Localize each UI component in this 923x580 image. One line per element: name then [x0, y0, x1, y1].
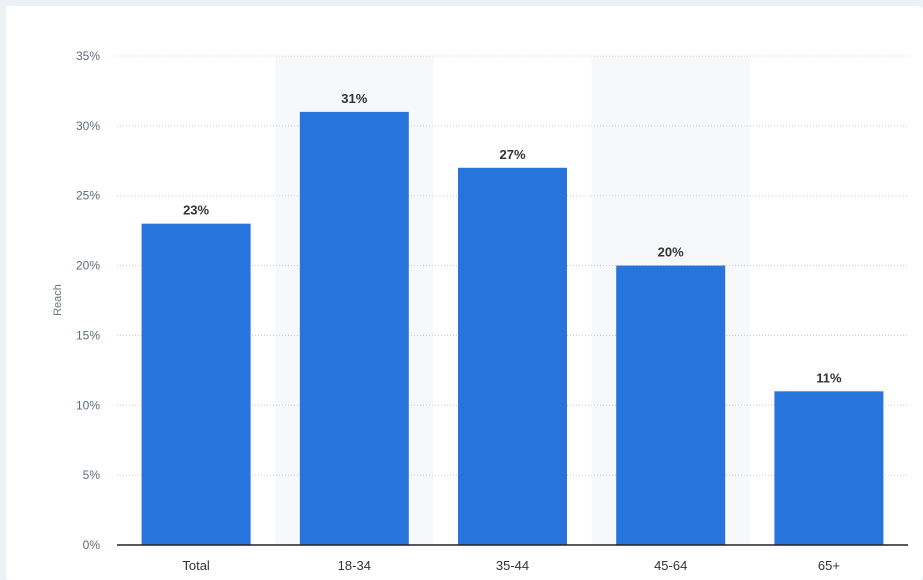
y-axis-title: Reach — [52, 284, 64, 316]
x-tick-label-1: 18-34 — [338, 558, 371, 573]
y-axis-ticks: 0% 5% 10% 15% 20% 25% 30% 35% — [76, 49, 100, 552]
y-tick-label-7: 35% — [76, 49, 100, 63]
value-label-4: 11% — [816, 370, 842, 385]
value-label-1: 31% — [341, 91, 367, 106]
value-label-2: 27% — [499, 147, 525, 162]
y-tick-label-2: 10% — [76, 398, 100, 412]
bars — [141, 111, 884, 545]
x-tick-label-2: 35-44 — [496, 558, 529, 573]
value-label-0: 23% — [183, 203, 209, 218]
y-tick-label-0: 0% — [83, 538, 101, 552]
bar-3 — [616, 265, 726, 545]
value-label-3: 20% — [658, 245, 684, 260]
y-tick-label-1: 5% — [83, 468, 101, 482]
y-tick-label-5: 25% — [76, 189, 100, 203]
bar-1 — [299, 111, 409, 545]
y-tick-label-4: 20% — [76, 259, 100, 273]
x-axis-ticks: Total 18-34 35-44 45-64 65+ — [182, 558, 840, 573]
x-tick-label-0: Total — [182, 558, 210, 573]
bar-4 — [774, 391, 884, 545]
x-tick-label-3: 45-64 — [654, 558, 687, 573]
x-tick-label-4: 65+ — [818, 558, 840, 573]
y-tick-label-6: 30% — [76, 119, 100, 133]
value-labels: 23% 31% 27% 20% 11% — [183, 91, 842, 385]
bar-2 — [458, 167, 567, 545]
y-tick-label-3: 15% — [76, 328, 100, 342]
bar-0 — [141, 223, 251, 545]
